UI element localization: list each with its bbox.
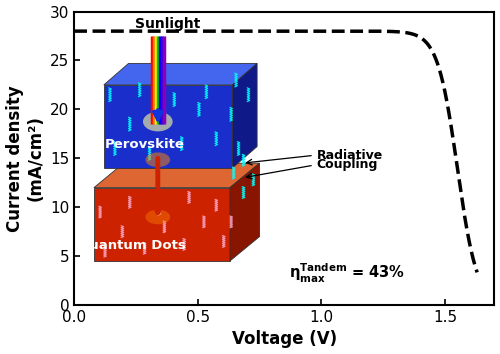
Polygon shape: [232, 63, 257, 168]
Polygon shape: [104, 63, 257, 85]
Text: Sunlight: Sunlight: [135, 17, 200, 31]
Text: Coupling: Coupling: [316, 158, 378, 171]
Polygon shape: [94, 163, 260, 188]
Text: Quantum Dots: Quantum Dots: [78, 238, 186, 251]
Text: $\mathbf{\eta_{max}^{Tandem}}$ = 43%: $\mathbf{\eta_{max}^{Tandem}}$ = 43%: [289, 262, 406, 285]
Ellipse shape: [143, 112, 172, 131]
Ellipse shape: [146, 153, 170, 167]
Y-axis label: Current density
(mA/cm²): Current density (mA/cm²): [6, 85, 44, 232]
X-axis label: Voltage (V): Voltage (V): [232, 330, 337, 348]
Text: Perovskite: Perovskite: [105, 138, 185, 151]
Polygon shape: [104, 85, 232, 168]
Text: Radiative: Radiative: [316, 149, 382, 162]
Ellipse shape: [146, 210, 170, 224]
Polygon shape: [94, 188, 230, 261]
Polygon shape: [230, 163, 260, 261]
